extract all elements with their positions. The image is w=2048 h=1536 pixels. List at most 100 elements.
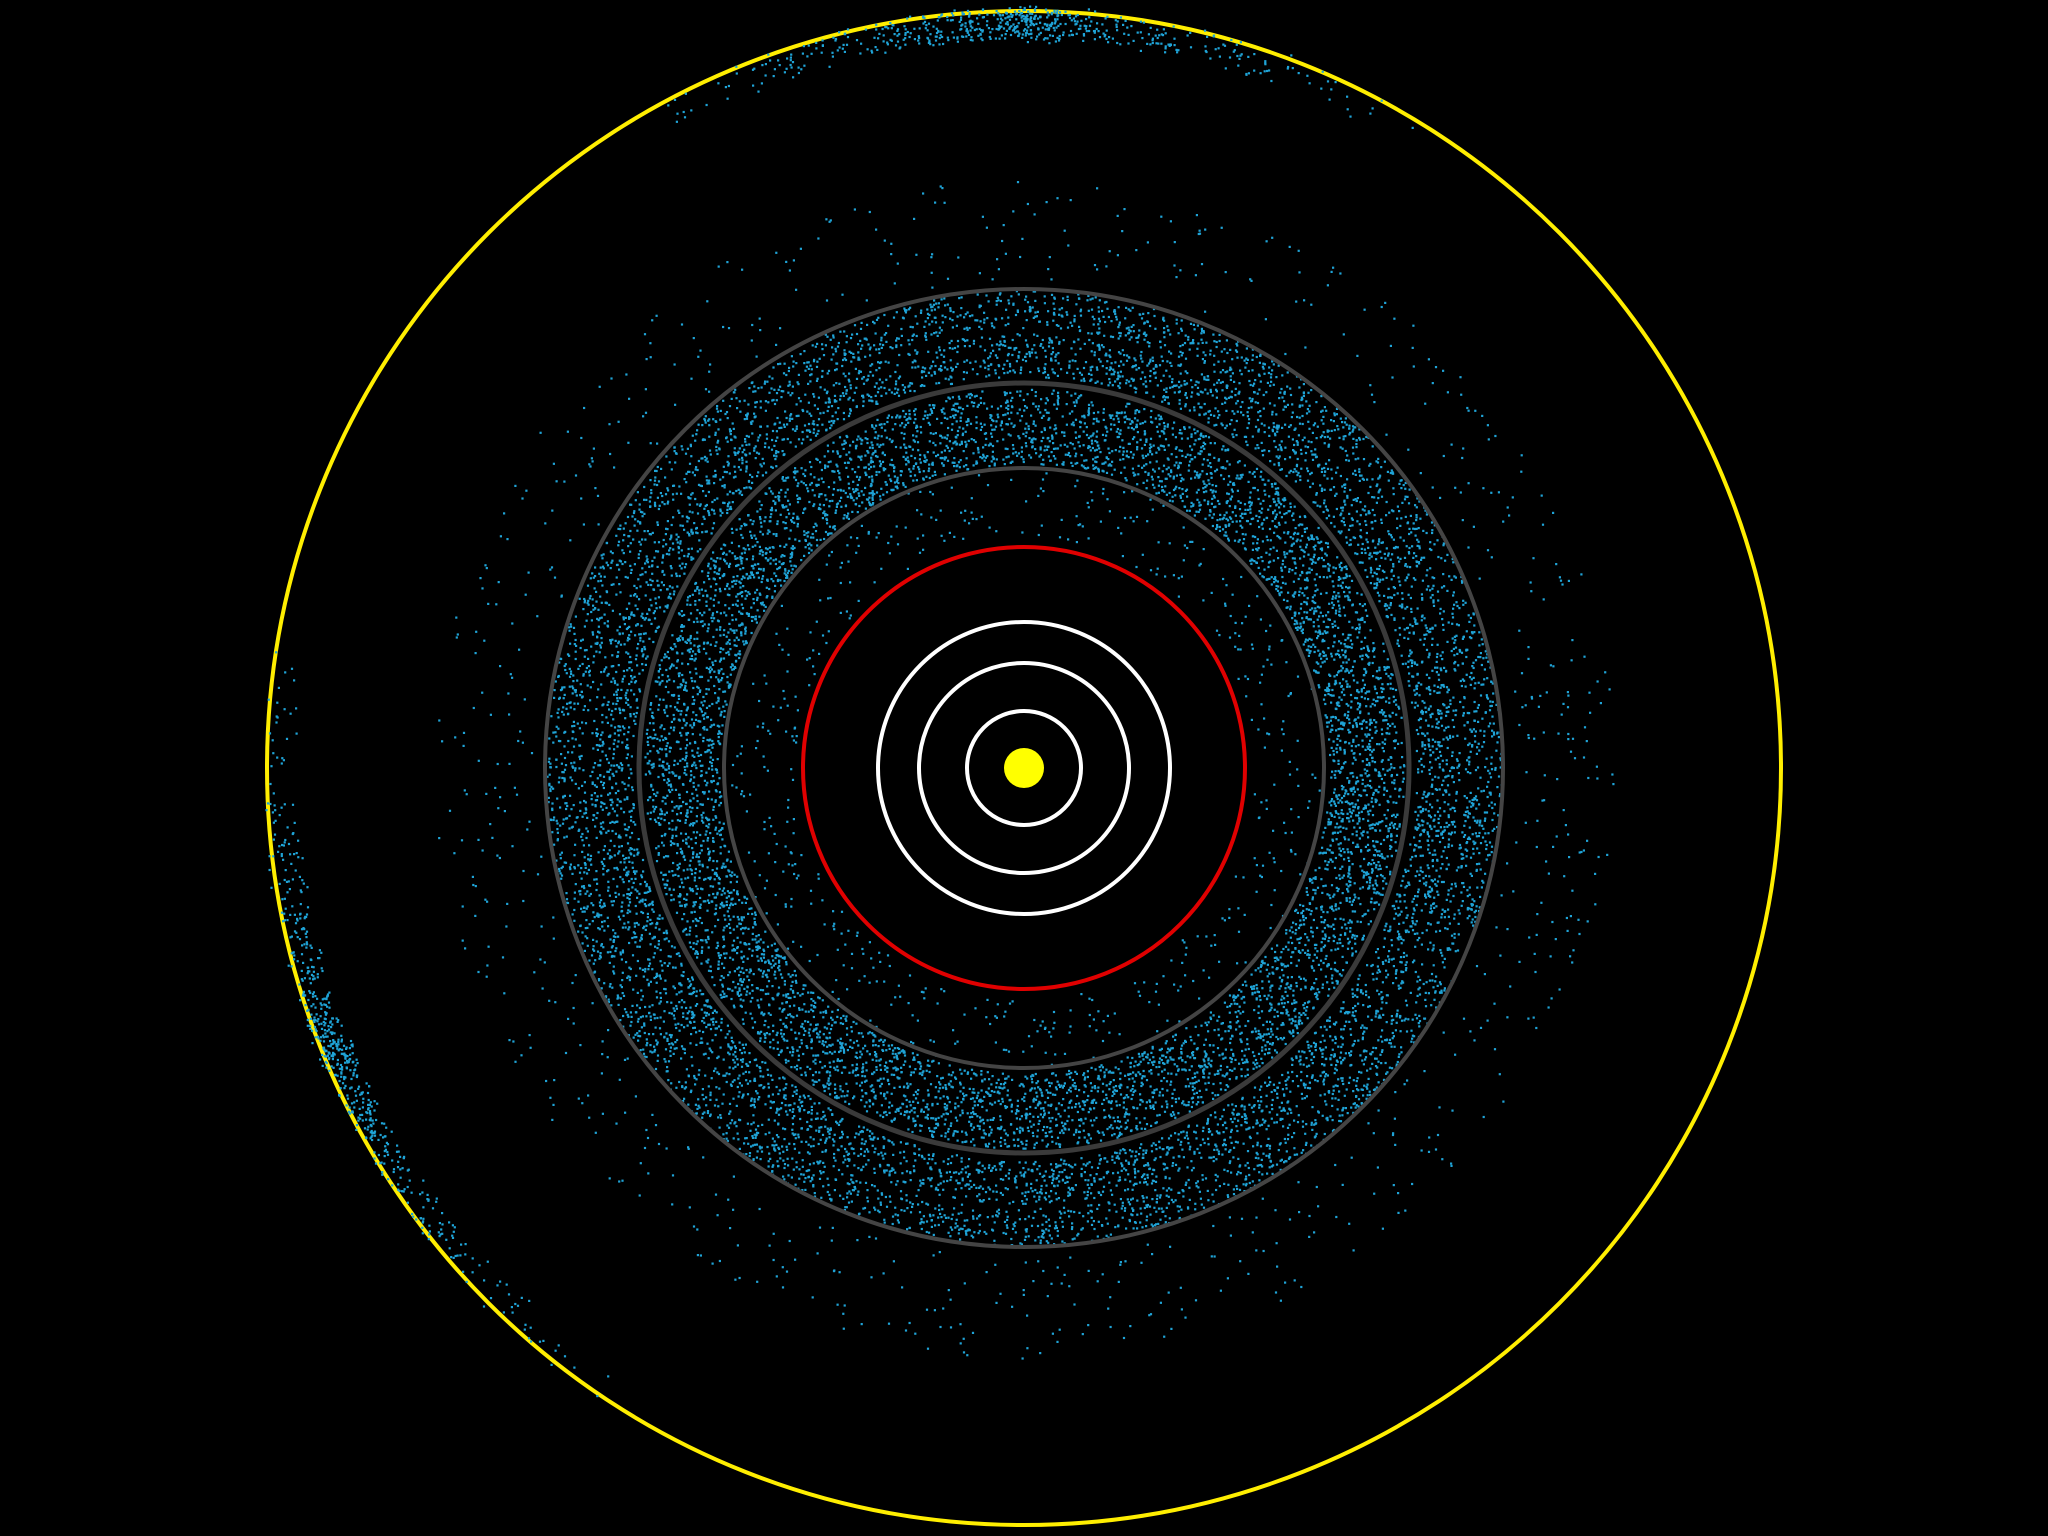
asteroid-dot [685,838,688,841]
asteroid-dot [904,1060,907,1063]
asteroid-dot [1044,402,1047,405]
asteroid-dot [778,499,781,502]
asteroid-dot [671,828,674,831]
asteroid-dot [1252,517,1255,520]
asteroid-dot [944,1132,947,1135]
asteroid-dot [1354,896,1357,899]
asteroid-dot [753,1021,757,1024]
asteroid-dot [733,644,736,647]
asteroid-dot [1370,786,1373,789]
asteroid-dot [868,501,871,504]
asteroid-dot [1314,630,1317,633]
asteroid-dot [715,904,718,907]
asteroid-dot [806,535,809,538]
asteroid-dot [852,488,855,491]
asteroid-dot [1350,579,1354,582]
asteroid-dot [1045,1145,1048,1148]
asteroid-dot [1101,462,1104,465]
asteroid-dot [1007,1145,1011,1148]
asteroid-dot [666,675,670,678]
asteroid-dot [986,407,989,410]
asteroid-dot [1299,539,1302,542]
asteroid-dot [651,788,655,791]
asteroid-dot [1357,780,1360,783]
asteroid-dot [652,728,655,732]
asteroid-dot [727,631,730,634]
asteroid-dot [1270,583,1273,586]
asteroid-dot [976,446,980,450]
asteroid-dot [1202,1070,1205,1073]
asteroid-dot [1032,422,1035,425]
asteroid-dot [676,637,679,641]
asteroid-dot [1339,849,1342,852]
asteroid-dot [846,515,849,518]
asteroid-dot [1307,939,1310,942]
asteroid-dot [700,949,704,952]
asteroid-dot [1372,642,1375,645]
asteroid-dot [1065,1073,1068,1076]
asteroid-dot [796,1064,799,1067]
asteroid-dot [712,604,715,607]
asteroid-dot [1361,778,1364,781]
asteroid-dot [879,462,883,465]
asteroid-dot [1351,933,1354,937]
asteroid-dot [863,466,866,469]
asteroid-dot [1055,407,1058,410]
asteroid-dot [1180,1051,1183,1054]
asteroid-dot [1344,670,1347,673]
asteroid-dot [818,1079,821,1082]
asteroid-dot [756,945,759,948]
asteroid-dot [701,714,704,717]
asteroid-dot [791,568,794,571]
asteroid-dot [950,1085,953,1088]
asteroid-dot [1047,1091,1050,1094]
asteroid-dot [790,547,793,550]
asteroid-dot [1077,441,1080,444]
asteroid-dot [1176,1065,1179,1068]
asteroid-dot [990,432,993,435]
asteroid-dot [1217,1093,1220,1097]
asteroid-dot [714,567,717,570]
asteroid-dot [961,1130,964,1133]
asteroid-dot [1321,891,1324,894]
asteroid-dot [1134,1060,1137,1063]
asteroid-dot [1139,422,1142,425]
asteroid-dot [1334,612,1337,615]
asteroid-dot [951,1086,954,1089]
asteroid-dot [1317,557,1321,560]
asteroid-dot [1314,590,1317,593]
asteroid-dot [778,965,781,968]
asteroid-dot [871,425,874,428]
asteroid-dot [1340,809,1343,812]
asteroid-dot [1328,988,1331,991]
asteroid-dot [1056,394,1060,397]
asteroid-dot [1037,1102,1040,1105]
asteroid-dot [1144,470,1147,474]
asteroid-dot [1238,988,1241,991]
asteroid-dot [1004,1142,1007,1145]
asteroid-dot [1382,838,1386,842]
asteroid-dot [665,753,668,756]
asteroid-dot [900,470,903,473]
asteroid-dot [1399,766,1402,769]
asteroid-dot [882,1040,885,1044]
asteroid-dot [1330,905,1333,908]
asteroid-dot [888,438,891,441]
asteroid-dot [738,974,741,977]
asteroid-dot [871,444,874,447]
asteroid-dot [712,805,715,808]
asteroid-dot [737,638,740,641]
asteroid-dot [1368,690,1371,693]
asteroid-dot [1228,505,1231,508]
asteroid-dot [1343,722,1346,725]
asteroid-dot [675,805,678,808]
asteroid-dot [1232,994,1235,997]
asteroid-dot [1301,592,1304,595]
asteroid-dot [646,752,649,755]
asteroid-dot [899,415,902,418]
asteroid-dot [1109,1101,1112,1104]
asteroid-dot [1183,1068,1186,1071]
asteroid-dot [1073,1082,1076,1085]
asteroid-dot [871,490,874,493]
asteroid-dot [1140,447,1144,450]
